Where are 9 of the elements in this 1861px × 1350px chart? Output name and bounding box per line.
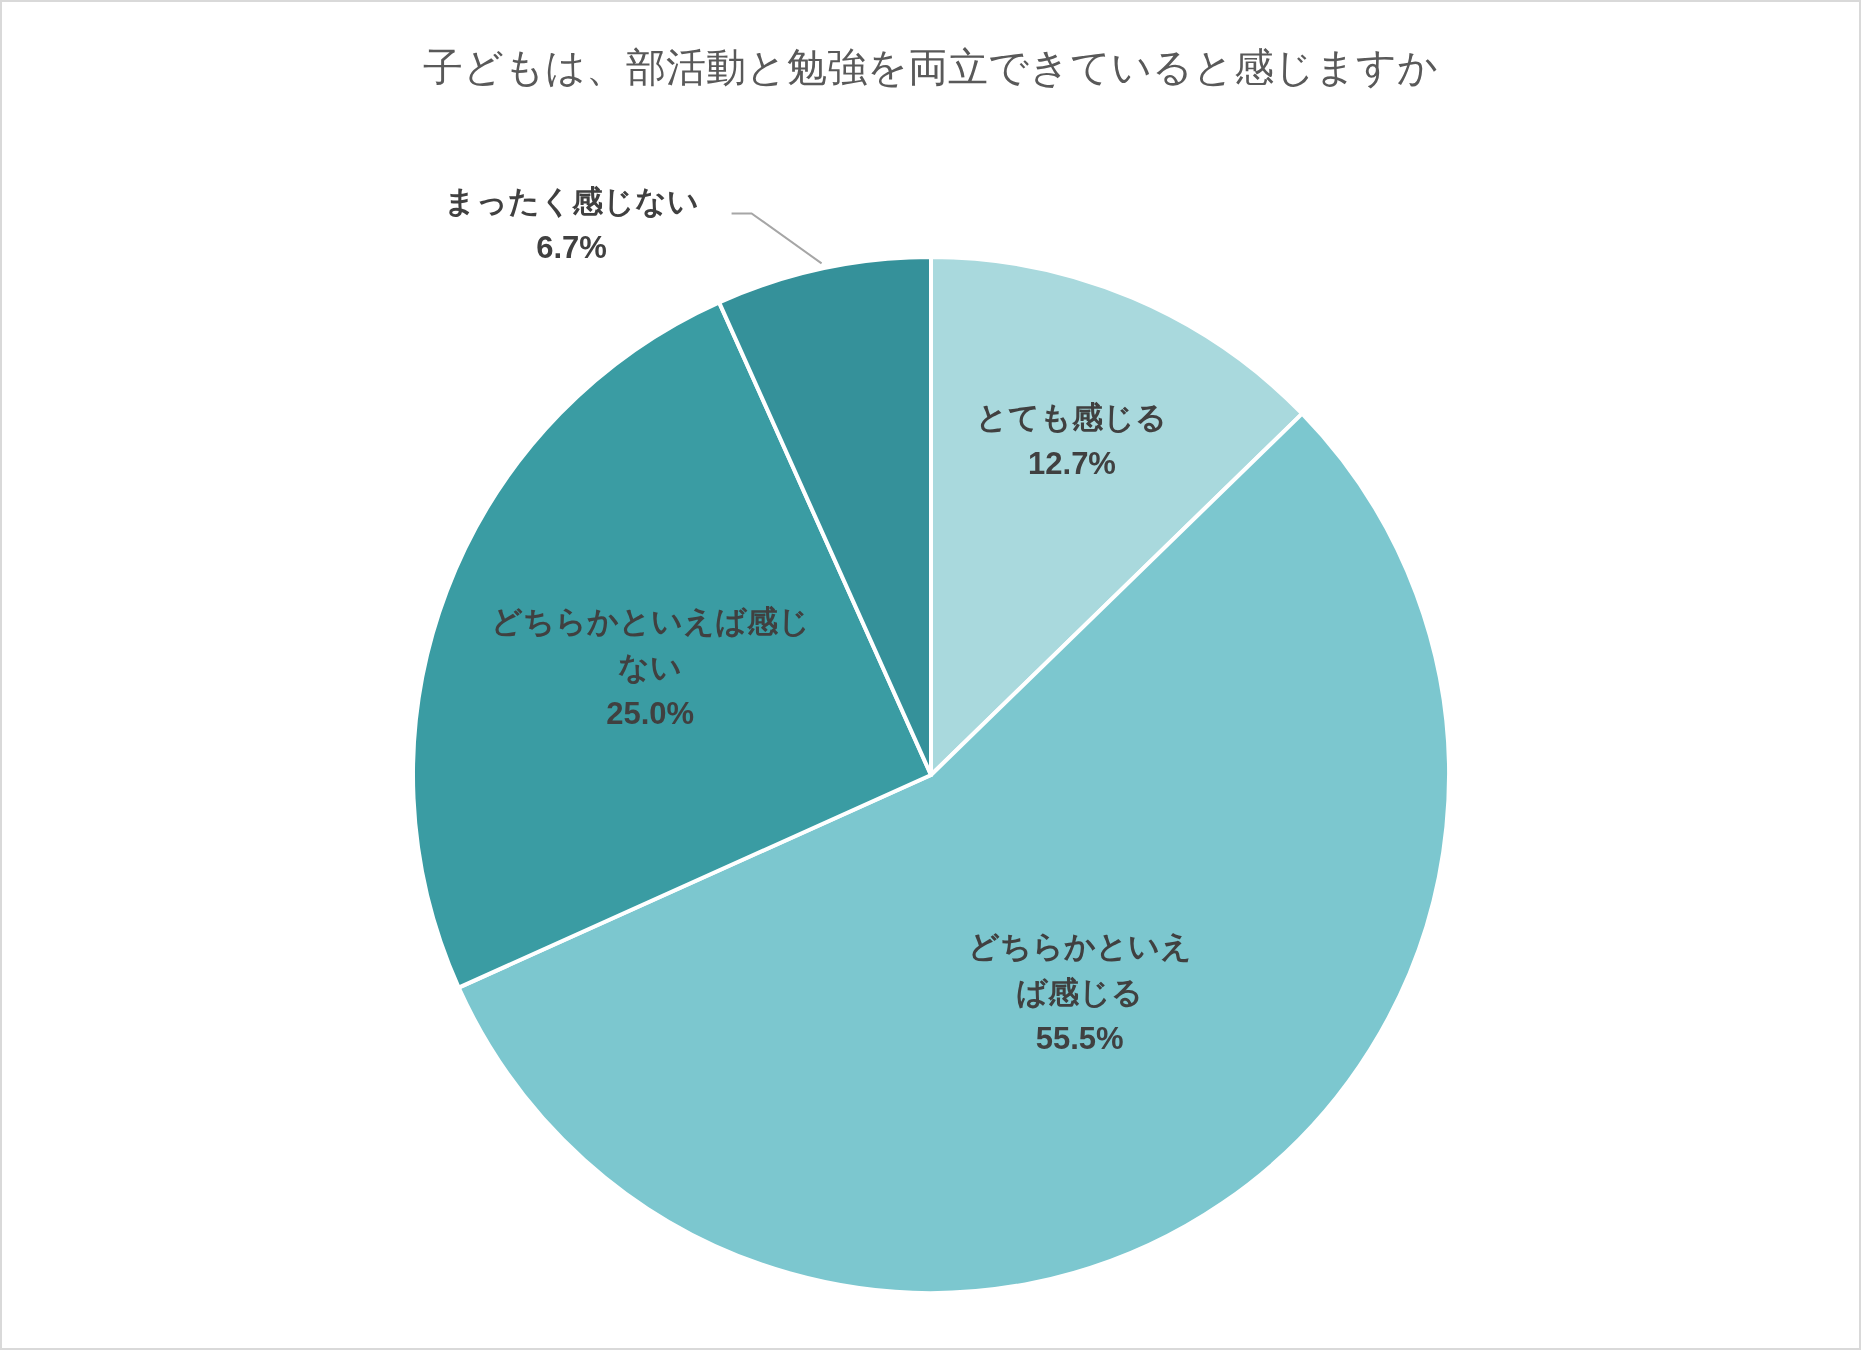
data-label: 6.7%	[536, 230, 607, 266]
data-label: 12.7%	[1028, 445, 1116, 481]
slice-label: どちらかといえば感じない	[490, 604, 810, 686]
data-label: 55.5%	[1035, 1021, 1124, 1057]
chart-title: 子どもは、部活動と勉強を両立できていると感じますか	[422, 44, 1439, 91]
slice-label: とても感じる	[976, 399, 1168, 435]
slice-label: どちらかといえば感じる	[967, 929, 1192, 1011]
slice-label: まったく感じない	[444, 184, 700, 220]
data-label: 25.0%	[606, 696, 695, 732]
